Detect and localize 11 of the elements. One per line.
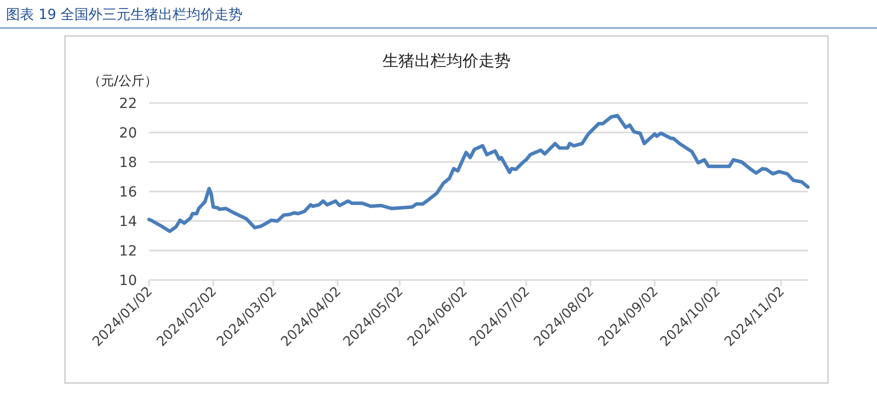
y-tick-label: 20 — [119, 126, 137, 142]
y-tick-label: 22 — [119, 96, 137, 112]
chart-title: 图表 19 全国外三元生猪出栏均价走势 — [6, 7, 243, 23]
y-tick-label: 14 — [119, 214, 138, 230]
y-tick-label: 16 — [119, 184, 138, 200]
line-series — [147, 114, 810, 234]
y-tick-label: 10 — [119, 273, 137, 289]
chart-subtitle: 生猪出栏均价走势 — [382, 51, 510, 70]
y-axis-title: （元/公斤） — [88, 74, 158, 89]
y-tick-label: 12 — [119, 244, 137, 260]
y-tick-label: 18 — [119, 155, 137, 171]
